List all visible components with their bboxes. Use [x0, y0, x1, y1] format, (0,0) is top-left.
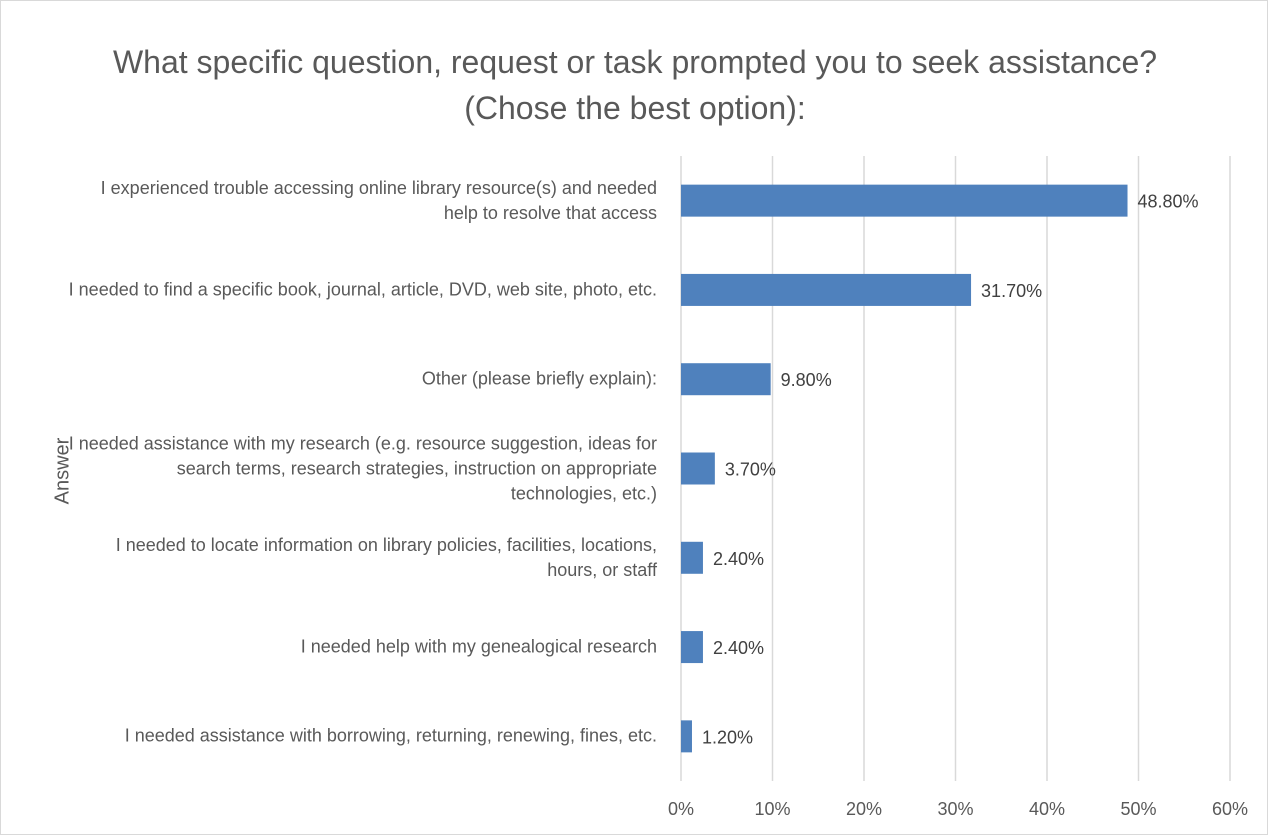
chart-title: What specific question, request or task …: [112, 44, 1158, 126]
data-label: 48.80%: [1138, 192, 1199, 212]
x-tick-label: 60%: [1212, 799, 1248, 819]
category-label: I needed assistance with borrowing, retu…: [124, 725, 657, 746]
x-tick-label: 50%: [1120, 799, 1156, 819]
x-tick-label: 30%: [937, 799, 973, 819]
data-label: 3.70%: [725, 460, 776, 480]
bar: [681, 363, 771, 396]
x-tick-label: 0%: [668, 799, 694, 819]
data-label: 9.80%: [781, 370, 832, 390]
category-label: I needed assistance with my research (e.…: [68, 433, 657, 503]
x-tick-label: 20%: [846, 799, 882, 819]
category-label: I experienced trouble accessing online l…: [100, 177, 657, 223]
category-label: Other (please briefly explain):: [421, 368, 657, 389]
category-label: I needed help with my genealogical resea…: [300, 636, 657, 657]
bar: [681, 184, 1128, 217]
bar: [681, 541, 703, 574]
data-label: 31.70%: [981, 281, 1042, 301]
bar: [681, 720, 692, 753]
data-label: 2.40%: [713, 549, 764, 569]
bar: [681, 631, 703, 664]
data-label: 2.40%: [713, 638, 764, 658]
x-tick-label: 40%: [1029, 799, 1065, 819]
data-label: 1.20%: [702, 727, 753, 747]
category-label: I needed to find a specific book, journa…: [68, 279, 657, 300]
bar: [681, 273, 972, 306]
x-tick-label: 10%: [754, 799, 790, 819]
category-label: I needed to locate information on librar…: [115, 534, 657, 580]
bar: [681, 452, 715, 485]
